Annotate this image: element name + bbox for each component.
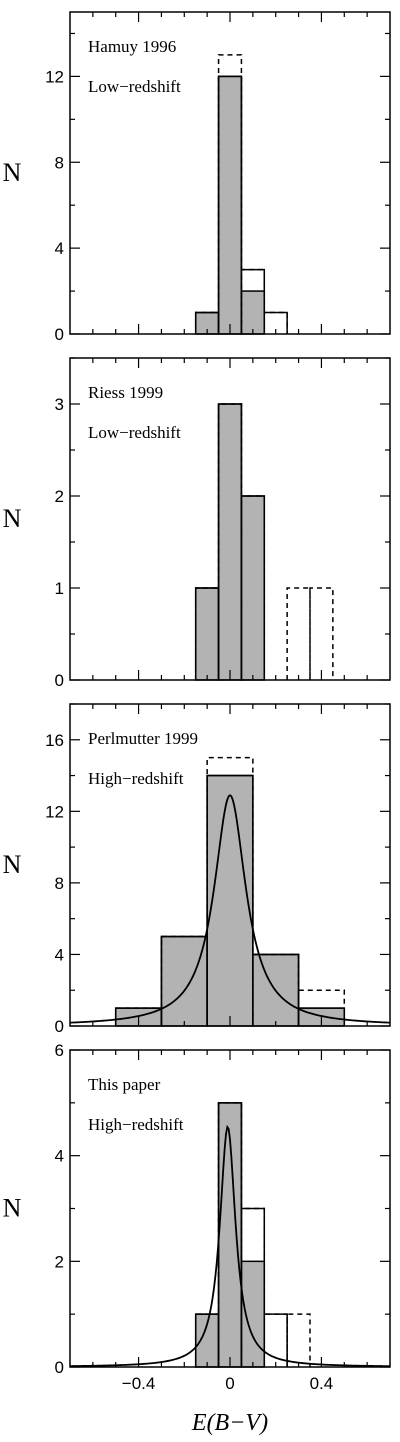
panel-annotation: Perlmutter 1999	[88, 729, 198, 748]
fit-curve	[69, 794, 391, 1024]
histogram-outline-dashed	[194, 403, 334, 680]
y-tick-label: 0	[55, 325, 64, 344]
y-axis-title: N	[3, 850, 22, 879]
y-axis-title: N	[3, 504, 22, 533]
y-tick-label: 2	[55, 487, 64, 506]
y-axis-title: N	[3, 158, 22, 187]
annotation-background	[85, 76, 184, 97]
fit-curve	[69, 1124, 391, 1368]
y-tick-label: 4	[55, 239, 64, 258]
histogram-panel-3: 0 4 8 12 16 N Perlmutter 1999 High−redshift	[3, 703, 391, 1036]
x-tick-label: 0	[225, 1374, 234, 1393]
histogram-panel-1: 0 4 8 12 N Hamuy 1996 Low−redshift	[3, 11, 391, 344]
y-tick-label: 4	[55, 1147, 64, 1166]
x-tick-label: −0.4	[122, 1374, 156, 1393]
histogram-panel-2: 0 1 2 3 N Riess 1999 Low−redshift	[3, 357, 391, 690]
annotation-background	[85, 36, 180, 57]
y-tick-label: 8	[55, 874, 64, 893]
annotation-background	[85, 768, 187, 789]
histogram-bar-filled	[217, 75, 243, 335]
annotation-background	[85, 1074, 164, 1095]
histogram-bar-filled	[206, 774, 254, 1027]
y-tick-label: 0	[55, 1358, 64, 1377]
panel-annotation: Riess 1999	[88, 383, 163, 402]
y-tick-label: 8	[55, 153, 64, 172]
annotation-background	[85, 1114, 187, 1135]
panel-annotation: High−redshift	[88, 769, 184, 788]
histogram-outline-dashed	[114, 756, 346, 1026]
x-tick-label: 0.4	[310, 1374, 334, 1393]
y-tick-label: 0	[55, 671, 64, 690]
y-tick-label: 4	[55, 945, 64, 964]
y-tick-label: 1	[55, 579, 64, 598]
panel-annotation: Low−redshift	[88, 77, 181, 96]
panel-annotation: High−redshift	[88, 1115, 184, 1134]
histogram-bar-filled	[194, 587, 220, 681]
panel-annotation: Hamuy 1996	[88, 37, 176, 56]
histogram-outline-solid	[194, 75, 288, 334]
histogram-bar-filled	[160, 935, 208, 1027]
y-tick-label: 3	[55, 395, 64, 414]
histogram-outline-dashed	[194, 54, 288, 334]
annotation-background	[85, 422, 184, 443]
y-tick-label: 12	[45, 802, 64, 821]
histogram-bar-filled	[217, 403, 243, 681]
annotation-background	[85, 382, 167, 403]
annotation-background	[85, 728, 202, 749]
y-tick-label: 16	[45, 731, 64, 750]
histogram-panel-4: 0 2 4 6 N This paper High−redshift	[3, 1041, 391, 1377]
y-axis-title: N	[3, 1194, 22, 1223]
histogram-bar-filled	[240, 290, 266, 335]
y-tick-label: 2	[55, 1252, 64, 1271]
x-axis-title: E(B−V)	[191, 1410, 268, 1436]
histogram-bar-filled	[240, 495, 266, 681]
y-tick-label: 0	[55, 1017, 64, 1036]
y-tick-label: 12	[45, 67, 64, 86]
panel-annotation: This paper	[88, 1075, 161, 1094]
histogram-bar-filled	[240, 1260, 266, 1368]
histogram-outline-dashed	[194, 1102, 311, 1367]
panel-annotation: Low−redshift	[88, 423, 181, 442]
y-tick-label: 6	[55, 1041, 64, 1060]
